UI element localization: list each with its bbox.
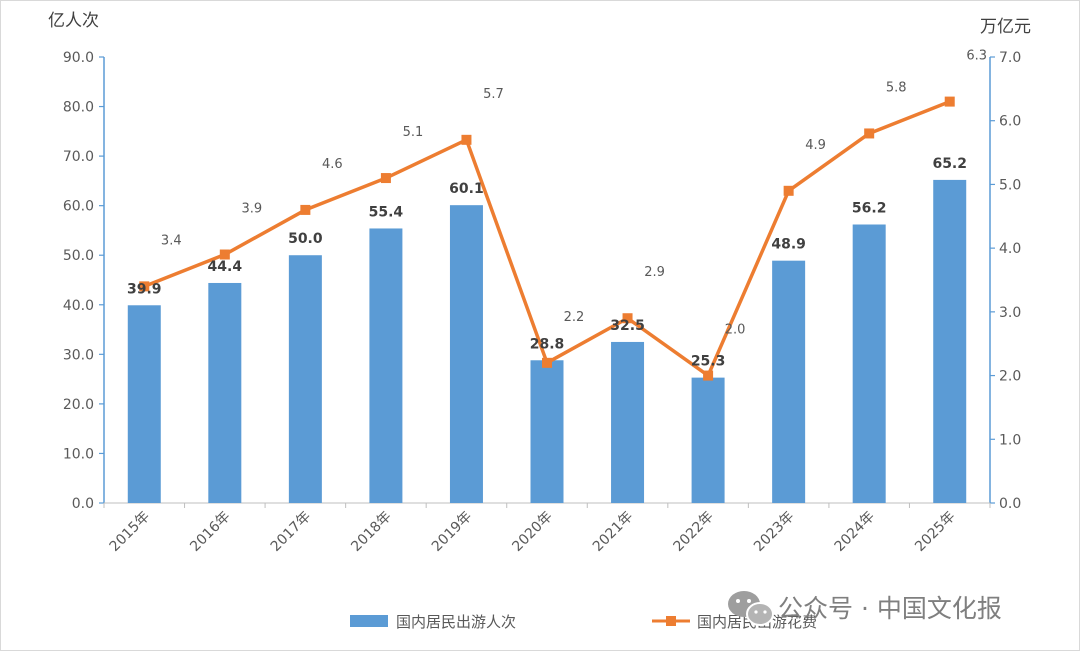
line-point (622, 313, 633, 324)
bar-data-label: 60.1 (449, 181, 484, 197)
line-data-label: 2.0 (725, 323, 746, 338)
right-axis-tick-label: 1.0 (999, 432, 1021, 448)
left-axis-tick-label: 50.0 (63, 248, 94, 264)
bar-data-label: 32.5 (610, 318, 645, 334)
line-data-label: 4.6 (322, 157, 343, 172)
right-axis-tick-label: 0.0 (999, 496, 1021, 512)
wechat-icon (728, 591, 774, 626)
x-axis-tick-label: 2016年 (187, 509, 233, 555)
bar-data-label: 56.2 (852, 200, 887, 216)
bar-data-label: 55.4 (369, 204, 404, 220)
line-data-label: 5.1 (403, 125, 424, 140)
right-axis-tick-label: 7.0 (999, 50, 1021, 66)
x-axis-tick-label: 2022年 (671, 509, 717, 555)
bar (208, 282, 242, 503)
left-axis-unit: 亿人次 (48, 11, 99, 31)
watermark-text: 公众号 · 中国文化报 (778, 594, 1002, 623)
left-axis-tick-label: 70.0 (63, 149, 94, 165)
bar-data-label: 48.9 (771, 237, 806, 253)
x-axis-tick-label: 2024年 (832, 509, 878, 555)
line-point (944, 96, 955, 107)
line-point (864, 128, 875, 139)
right-axis-unit: 万亿元 (980, 17, 1031, 37)
x-axis-tick-label: 2025年 (912, 509, 958, 555)
line-point (461, 134, 472, 145)
x-axis-tick-label: 2015年 (107, 509, 153, 555)
x-axis-tick-label: 2020年 (509, 509, 555, 555)
left-axis-tick-label: 10.0 (63, 446, 94, 462)
left-axis-tick-label: 40.0 (63, 298, 94, 314)
legend-bar-swatch (350, 615, 388, 627)
x-axis-tick-label: 2017年 (268, 509, 314, 555)
right-axis-tick-label: 5.0 (999, 177, 1021, 193)
bar (691, 377, 725, 503)
line-data-label: 5.7 (483, 87, 504, 102)
x-axis-tick-label: 2023年 (751, 509, 797, 555)
watermark: 公众号 · 中国文化报 (728, 591, 1002, 626)
line-data-label: 5.8 (886, 80, 907, 95)
right-axis-tick-label: 2.0 (999, 369, 1021, 385)
legend-bar-label: 国内居民出游人次 (396, 613, 516, 631)
line-point (783, 185, 794, 196)
bar-data-label: 39.9 (127, 281, 162, 297)
line-data-label: 3.4 (161, 233, 182, 248)
left-axis-tick-label: 80.0 (63, 100, 94, 116)
line-point (300, 204, 311, 215)
line-point (542, 357, 552, 368)
x-axis-tick-label: 2021年 (590, 509, 636, 555)
right-axis-tick-label: 4.0 (999, 241, 1021, 257)
bar (772, 260, 806, 503)
line-data-label: 6.3 (966, 49, 987, 64)
left-axis-tick-label: 90.0 (63, 50, 94, 66)
line-point (219, 249, 230, 260)
line-data-label: 2.9 (644, 265, 665, 280)
bar (852, 224, 886, 503)
legend-line-marker (666, 616, 676, 626)
x-axis-tick-label: 2018年 (348, 509, 394, 555)
line-point (139, 281, 150, 292)
bar-data-label: 65.2 (932, 156, 967, 172)
spend-line (143, 99, 951, 378)
bar-data-label: 25.3 (691, 354, 726, 370)
bar (933, 179, 967, 504)
bar (369, 228, 403, 503)
line-point (380, 173, 391, 184)
line-data-label: 3.9 (241, 202, 262, 217)
bar (449, 205, 483, 503)
left-axis-tick-label: 30.0 (63, 347, 94, 363)
line-data-label: 4.9 (805, 138, 826, 153)
right-axis-tick-label: 6.0 (999, 114, 1021, 130)
bar (288, 255, 322, 503)
x-axis-tick-label: 2019年 (429, 509, 475, 555)
bar (530, 360, 564, 503)
left-axis-tick-label: 0.0 (72, 496, 94, 512)
line-point (703, 370, 714, 381)
bar-data-label: 44.4 (208, 259, 243, 275)
bar-data-label: 50.0 (288, 231, 323, 247)
left-axis-tick-label: 20.0 (63, 397, 94, 413)
bar-data-label: 28.8 (530, 336, 565, 352)
left-axis-tick-label: 60.0 (63, 199, 94, 215)
bar (611, 341, 645, 503)
line-data-label: 2.2 (564, 310, 585, 325)
bar (127, 305, 161, 503)
right-axis-tick-label: 3.0 (999, 305, 1021, 321)
